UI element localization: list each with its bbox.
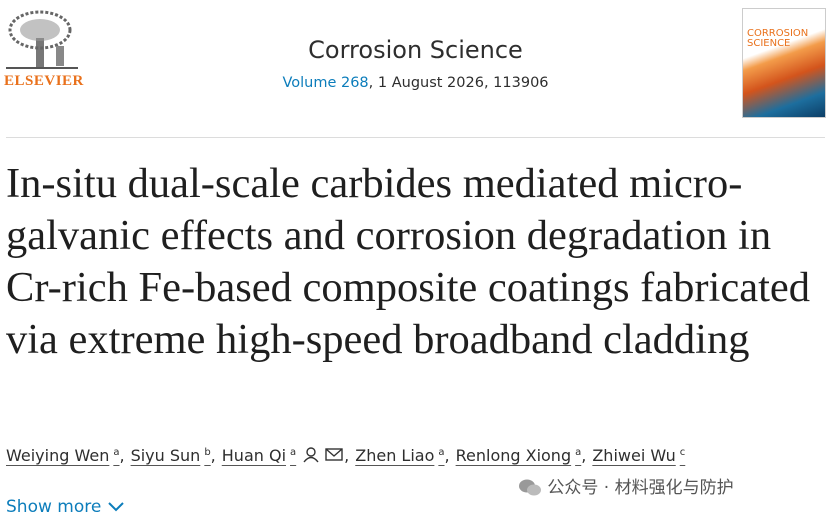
show-more[interactable]: Show more <box>6 497 125 517</box>
separator: , <box>581 446 587 465</box>
cover-title: SCIENCE <box>747 38 791 49</box>
separator: , <box>119 446 125 465</box>
affiliation-mark: a <box>438 446 445 458</box>
author-name[interactable]: Zhen Liao <box>355 446 435 465</box>
journal-title[interactable]: Corrosion Science <box>308 36 523 64</box>
author[interactable]: Zhiwei Wu c <box>592 446 685 465</box>
author[interactable]: Siyu Sun b <box>131 446 211 465</box>
author[interactable]: Weiying Wen a <box>6 446 119 465</box>
watermark: 公众号 · 材料强化与防护 <box>518 473 734 498</box>
separator: , <box>344 446 350 465</box>
journal-cover[interactable]: CORROSION SCIENCE <box>742 8 826 118</box>
author[interactable]: Zhen Liao a <box>355 446 444 465</box>
volume-link[interactable]: Volume 268 <box>282 75 369 91</box>
chevron-icon <box>108 502 124 512</box>
issue-info: , 1 August 2026, 113906 <box>368 75 549 91</box>
affiliation-mark: c <box>679 446 686 458</box>
separator: , <box>444 446 450 465</box>
author[interactable]: Renlong Xiong a <box>456 446 582 465</box>
author-name[interactable]: Renlong Xiong <box>455 446 572 465</box>
affiliation-mark: a <box>113 446 120 458</box>
publisher-name: ELSEVIER <box>4 73 84 89</box>
author-name[interactable]: Huan Qi <box>221 446 287 465</box>
issue-line: Volume 268, 1 August 2026, 113906 <box>0 75 831 91</box>
author-name[interactable]: Siyu Sun <box>130 446 201 465</box>
wechat-icon <box>519 479 541 496</box>
affiliation-mark: a <box>290 446 297 458</box>
author-name[interactable]: Zhiwei Wu <box>592 446 676 465</box>
article-title: In-situ dual-scale carbides mediated mic… <box>6 160 810 363</box>
author-list: Weiying Wen a, Siyu Sun b, Huan Qi a, Zhen Lia… <box>6 446 685 465</box>
affiliation-mark: b <box>204 446 211 458</box>
email-icon[interactable] <box>324 447 344 463</box>
separator: , <box>210 446 216 465</box>
author[interactable]: Huan Qi a <box>222 446 344 465</box>
affiliation-mark: a <box>575 446 582 458</box>
person-icon[interactable] <box>302 447 320 463</box>
publisher-logo <box>6 10 78 69</box>
author-name[interactable]: Weiying Wen <box>6 446 110 465</box>
watermark-text: 公众号 · 材料强化与防护 <box>547 478 734 498</box>
show-more-label[interactable]: Show more <box>6 497 102 517</box>
cover-title: CORROSION <box>747 28 809 39</box>
divider <box>6 137 825 138</box>
